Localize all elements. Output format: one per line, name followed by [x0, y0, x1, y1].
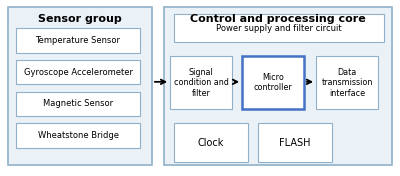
- Bar: [170, 56, 232, 109]
- Bar: [174, 14, 384, 42]
- Text: Gyroscope Accelerometer: Gyroscope Accelerometer: [24, 68, 132, 77]
- Text: Sensor group: Sensor group: [38, 14, 122, 24]
- Text: Temperature Sensor: Temperature Sensor: [36, 36, 120, 45]
- Text: Control and processing core: Control and processing core: [190, 14, 366, 24]
- Bar: [258, 123, 332, 162]
- Text: Power supply and filter circuit: Power supply and filter circuit: [216, 24, 342, 33]
- Text: Clock: Clock: [198, 138, 224, 147]
- Text: Signal
condition and
filter: Signal condition and filter: [174, 68, 228, 98]
- Bar: [164, 7, 392, 165]
- Bar: [16, 92, 140, 116]
- Bar: [174, 123, 248, 162]
- Bar: [242, 56, 304, 109]
- Text: Magnetic Sensor: Magnetic Sensor: [43, 99, 113, 108]
- Bar: [16, 28, 140, 53]
- Text: Wheatstone Bridge: Wheatstone Bridge: [38, 131, 118, 140]
- Text: FLASH: FLASH: [279, 138, 311, 147]
- Bar: [16, 60, 140, 84]
- Bar: [16, 123, 140, 148]
- Text: Data
transmission
interface: Data transmission interface: [321, 68, 373, 98]
- Bar: [8, 7, 152, 165]
- Bar: [316, 56, 378, 109]
- Text: Micro
controller: Micro controller: [254, 73, 292, 92]
